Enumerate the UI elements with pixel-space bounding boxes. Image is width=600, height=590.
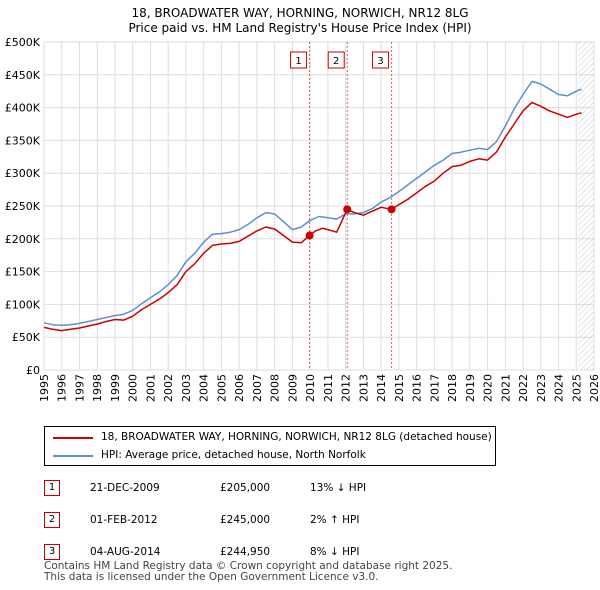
x-tick-label: 2020 xyxy=(482,374,495,402)
sale-label-box xyxy=(372,51,390,69)
x-tick-label: 2021 xyxy=(499,374,512,402)
sale-hpi: 2% ↑ HPI xyxy=(310,514,360,526)
sale-point xyxy=(305,231,314,240)
grid xyxy=(43,41,595,371)
sale-label-box xyxy=(290,51,308,69)
x-tick-label: 2007 xyxy=(251,374,264,402)
x-tick-label: 2024 xyxy=(553,374,566,402)
x-tick-label: 2006 xyxy=(233,374,246,402)
sale-badge: 3 xyxy=(44,544,60,560)
x-tick-label: 2016 xyxy=(411,374,424,402)
y-axis: £0 £50K £100K £150K £200K £250K £300K £350K £400… xyxy=(5,36,41,377)
footer-copyright: Contains HM Land Registry data © Crown c… xyxy=(44,560,453,572)
sale-badge: 2 xyxy=(44,512,60,528)
x-tick-label: 2000 xyxy=(127,374,140,402)
sale-point xyxy=(387,205,396,214)
x-tick-label: 2025 xyxy=(570,374,583,402)
property-price-line xyxy=(43,101,582,332)
y-tick-label: £100K xyxy=(5,298,41,311)
x-tick-label: 2018 xyxy=(446,374,459,402)
legend-label-hpi: HPI: Average price, detached house, Nort… xyxy=(101,449,366,461)
sale-date: 21-DEC-2009 xyxy=(90,482,160,494)
sale-points xyxy=(305,205,396,240)
y-tick-label: £300K xyxy=(5,167,41,180)
y-tick-label: £450K xyxy=(5,69,41,82)
x-tick-label: 1998 xyxy=(91,374,104,402)
x-tick-label: 2010 xyxy=(304,374,317,402)
y-tick-label: £0 xyxy=(26,364,40,377)
sales-table: 1 21-DEC-2009 £205,000 13% ↓ HPI 2 01-FE… xyxy=(44,472,400,568)
legend-label-property: 18, BROADWATER WAY, HORNING, NORWICH, NR… xyxy=(101,431,492,443)
x-tick-label: 2022 xyxy=(517,374,530,402)
x-tick-label: 2026 xyxy=(588,374,600,402)
y-tick-label: £50K xyxy=(12,331,41,344)
x-axis: 1995 1996 1997 1998 1999 2000 2001 2002 2003 2004… xyxy=(38,374,600,402)
sale-date: 04-AUG-2014 xyxy=(90,546,161,558)
x-tick-label: 2001 xyxy=(144,374,157,402)
sale-date: 01-FEB-2012 xyxy=(90,514,158,526)
x-tick-label: 2002 xyxy=(162,374,175,402)
y-tick-label: £350K xyxy=(5,134,41,147)
x-tick-label: 2011 xyxy=(322,374,335,402)
series-lines xyxy=(43,80,582,332)
x-tick-label: 2017 xyxy=(428,374,441,402)
legend: 18, BROADWATER WAY, HORNING, NORWICH, NR… xyxy=(44,426,496,466)
forecast-region xyxy=(578,42,594,370)
x-tick-label: 2005 xyxy=(215,374,228,402)
sale-label-number: 2 xyxy=(333,56,339,67)
sale-price: £244,950 xyxy=(220,546,271,558)
x-tick-label: 2008 xyxy=(269,374,282,402)
x-tick-label: 2019 xyxy=(464,374,477,402)
sale-hpi: 13% ↓ HPI xyxy=(310,482,367,494)
legend-swatch-hpi xyxy=(53,455,93,457)
x-tick-label: 2012 xyxy=(340,374,353,402)
x-tick-label: 2015 xyxy=(393,374,406,402)
price-chart: 1 2 3 £0 £50K £100K £150K £200K £250K £300K £350K… xyxy=(5,36,600,402)
x-tick-label: 2009 xyxy=(286,374,299,402)
legend-swatch-property xyxy=(53,437,93,439)
x-tick-label: 2013 xyxy=(357,374,370,402)
footer-licence: This data is licensed under the Open Gov… xyxy=(44,571,379,583)
sale-label-number: 3 xyxy=(377,56,383,67)
table-row: 2 01-FEB-2012 £245,000 2% ↑ HPI xyxy=(44,504,400,536)
sale-price: £245,000 xyxy=(220,514,271,526)
hpi-line xyxy=(43,80,582,327)
sale-badge: 1 xyxy=(44,480,60,496)
y-tick-label: £250K xyxy=(5,200,41,213)
sale-labels: 1 2 3 xyxy=(290,51,390,69)
sale-hpi: 8% ↓ HPI xyxy=(310,546,360,558)
chart-title: 18, BROADWATER WAY, HORNING, NORWICH, NR… xyxy=(131,6,469,20)
x-tick-label: 2004 xyxy=(198,374,211,402)
x-tick-label: 2014 xyxy=(375,374,388,402)
y-tick-label: £500K xyxy=(5,36,41,49)
sale-label-box xyxy=(327,51,345,69)
sale-point xyxy=(343,205,352,214)
forecast-hatch xyxy=(578,42,594,370)
chart-subtitle: Price paid vs. HM Land Registry's House … xyxy=(128,21,472,35)
table-row: 1 21-DEC-2009 £205,000 13% ↓ HPI xyxy=(44,472,400,504)
y-tick-label: £400K xyxy=(5,102,41,115)
x-tick-label: 1996 xyxy=(56,374,69,402)
x-tick-label: 2023 xyxy=(535,374,548,402)
x-tick-label: 1995 xyxy=(38,374,51,402)
table-row: 3 04-AUG-2014 £244,950 8% ↓ HPI xyxy=(44,536,400,568)
sale-label-number: 1 xyxy=(295,56,301,67)
x-tick-label: 1997 xyxy=(73,374,86,402)
y-tick-label: £200K xyxy=(5,233,41,246)
x-tick-label: 1999 xyxy=(109,374,122,402)
sale-price: £205,000 xyxy=(220,482,271,494)
y-tick-label: £150K xyxy=(5,266,41,279)
x-tick-label: 2003 xyxy=(180,374,193,402)
footer: Contains HM Land Registry data © Crown c… xyxy=(44,561,452,583)
